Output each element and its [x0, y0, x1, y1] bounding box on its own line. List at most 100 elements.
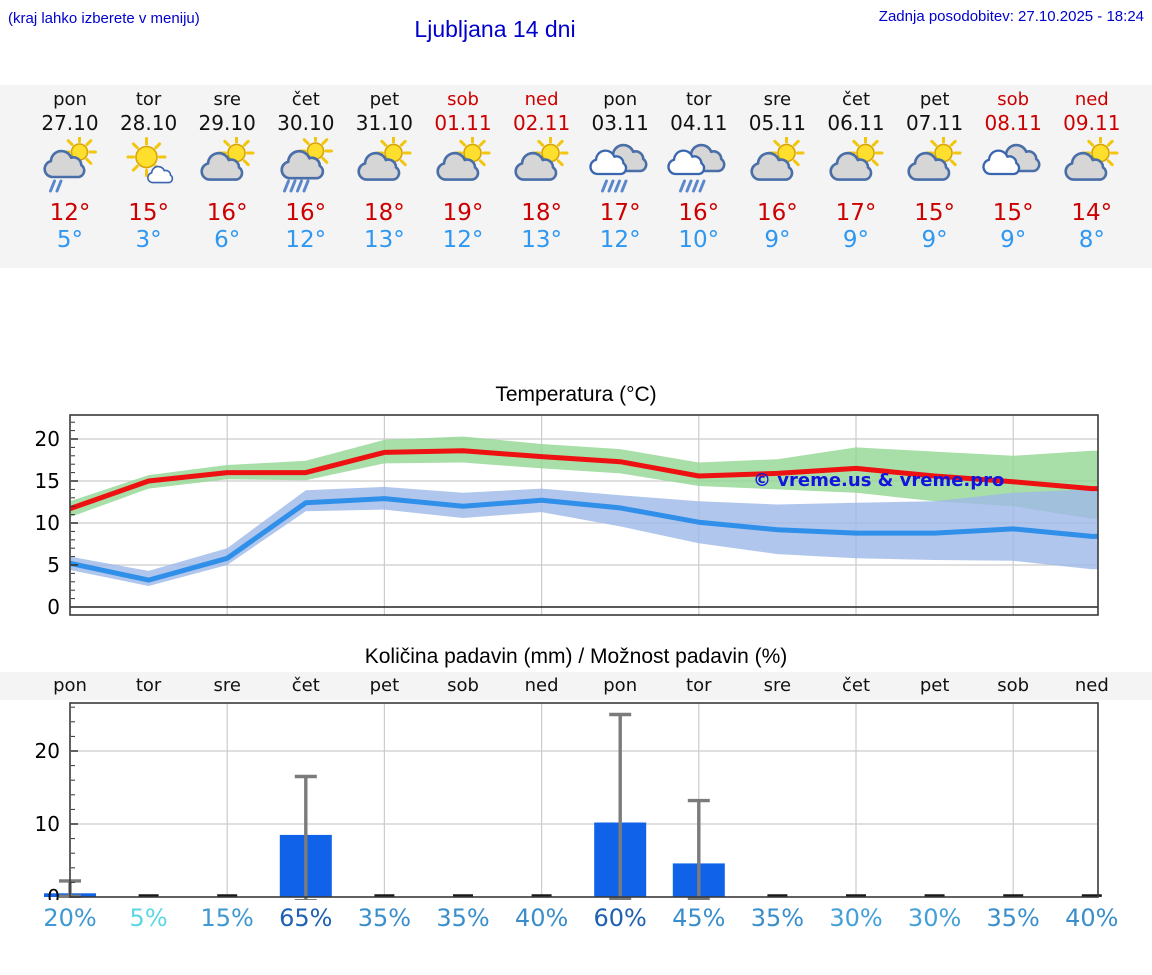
day-name: pon [603, 89, 638, 110]
sun-cloud-icon [514, 135, 569, 181]
day-high-temp: 15° [128, 200, 169, 226]
day-low-temp: 12° [285, 227, 327, 253]
watermark-link[interactable]: © vreme.us & vreme.pro [753, 470, 1004, 491]
day-name: čet [841, 89, 871, 110]
day-date: 05.11 [748, 111, 807, 135]
day-low-temp: 6° [214, 227, 241, 253]
precip-day-label: ned [524, 675, 559, 696]
day-column: sre 05.11 16° 9° [738, 85, 817, 254]
precip-probability: 35% [986, 904, 1040, 932]
day-low-temp: 13° [364, 227, 405, 253]
day-name: pet [369, 89, 400, 110]
day-date: 27.10 [41, 111, 99, 135]
precip-probability: 35% [750, 904, 805, 932]
precip-probability-row: 20% 5% 15% 65% 35% 35% 40% 60% 45% 35% 30% 30% 35% 40… [0, 901, 1152, 937]
precip-probability: 35% [436, 904, 490, 932]
day-high-temp: 15° [992, 200, 1034, 226]
day-date: 08.11 [984, 111, 1042, 135]
day-name: tor [686, 89, 712, 110]
precip-probability: 40% [514, 904, 569, 932]
day-high-temp: 17° [835, 200, 877, 226]
day-date: 29.10 [198, 111, 256, 135]
day-name: sre [763, 89, 792, 110]
day-date: 09.11 [1063, 111, 1121, 135]
precip-probability: 45% [672, 904, 726, 932]
precip-ytick: 10 [35, 812, 60, 836]
day-low-temp: 9° [764, 227, 791, 253]
day-column: sob 01.11 19° 12° [424, 85, 503, 254]
precip-day-label: pet [919, 675, 950, 696]
day-name: tor [135, 89, 162, 110]
day-strip: pon 27.10 12° 5° tor 28.10 15° 3° sre 29.10 16°… [0, 85, 1152, 268]
day-low-temp: 13° [521, 227, 562, 253]
sun-small-cloud-icon [126, 137, 174, 184]
precip-day-label: sre [763, 675, 792, 696]
day-low-temp: 5° [56, 227, 84, 253]
precip-probability: 20% [43, 904, 97, 932]
day-column: pet 07.11 15° 9° [895, 85, 974, 254]
precip-day-label: sre [213, 675, 241, 696]
day-high-temp: 16° [206, 200, 248, 226]
day-high-temp: 18° [364, 200, 405, 226]
day-low-temp: 3° [135, 227, 162, 253]
day-date: 03.11 [591, 111, 649, 135]
day-high-temp: 16° [678, 200, 720, 226]
precip-ytick: 0 [47, 885, 60, 900]
day-high-temp: 17° [599, 200, 641, 226]
precip-day-label: tor [686, 675, 712, 696]
day-column: sob 08.11 15° 9° [974, 85, 1053, 254]
day-high-temp: 18° [521, 200, 562, 226]
sun-cloud-icon [200, 135, 255, 181]
sun-cloud-icon [1064, 135, 1119, 181]
temperature-chart: 0 5 10 15 20 © vreme.us & vreme.pro [35, 414, 1099, 619]
day-column: ned 02.11 18° 13° [502, 85, 581, 254]
clouds-rain-icon [589, 143, 648, 193]
day-low-temp: 12° [599, 227, 641, 253]
day-high-temp: 14° [1071, 200, 1113, 226]
day-high-temp: 15° [914, 200, 955, 226]
day-high-temp: 12° [49, 200, 91, 226]
temp-ytick: 20 [35, 427, 60, 451]
precip-day-label: ned [1074, 675, 1109, 696]
precip-probability: 65% [279, 904, 333, 932]
temp-max-range-band [70, 436, 1098, 519]
day-name: sre [213, 89, 241, 110]
temp-min-range-band [70, 486, 1098, 586]
day-column: pon 03.11 17° 12° [581, 85, 660, 254]
precip-probability: 40% [1065, 904, 1119, 932]
day-date: 04.11 [670, 111, 728, 135]
sun-cloud-light-rain-icon [42, 134, 97, 193]
sun-cloud-icon [828, 135, 883, 181]
day-column: pon 27.10 12° 5° [31, 85, 110, 254]
temperature-chart-title: Temperatura (°C) [495, 383, 657, 406]
precip-day-label: čet [841, 675, 871, 696]
precipitation-chart-title: Količina padavin (mm) / Možnost padavin … [364, 645, 788, 668]
sun-cloud-rain-icon [280, 133, 334, 193]
temp-min-line [70, 496, 1098, 583]
last-update: Zadnja posodobitev: 27.10.2025 - 18:24 [878, 8, 1144, 25]
day-low-temp: 9° [921, 227, 948, 253]
day-low-temp: 9° [842, 227, 870, 253]
precip-probability: 60% [593, 904, 647, 932]
day-column: čet 06.11 17° 9° [817, 85, 896, 254]
day-high-temp: 16° [757, 200, 798, 226]
temp-ytick: 15 [35, 469, 60, 493]
day-date: 31.10 [355, 111, 414, 135]
precip-probability: 30% [829, 904, 883, 932]
day-low-temp: 8° [1078, 227, 1105, 253]
day-low-temp: 12° [442, 227, 484, 253]
temp-ytick: 5 [47, 553, 60, 577]
temp-ytick: 10 [35, 511, 60, 535]
day-column: čet 30.10 16° 12° [266, 85, 345, 254]
precip-probability: 15% [200, 904, 254, 932]
day-column: tor 04.11 16° 10° [659, 85, 738, 254]
sun-cloud-icon [907, 135, 962, 181]
precip-day-label: pet [369, 675, 400, 696]
day-date: 30.10 [277, 111, 335, 135]
precip-day-label: sob [997, 675, 1030, 696]
precipitation-chart: 0 10 20 [35, 702, 1102, 900]
page-title: Ljubljana 14 dni [414, 16, 576, 42]
day-high-temp: 19° [442, 200, 484, 226]
day-column: ned 09.11 14° 8° [1052, 85, 1131, 254]
